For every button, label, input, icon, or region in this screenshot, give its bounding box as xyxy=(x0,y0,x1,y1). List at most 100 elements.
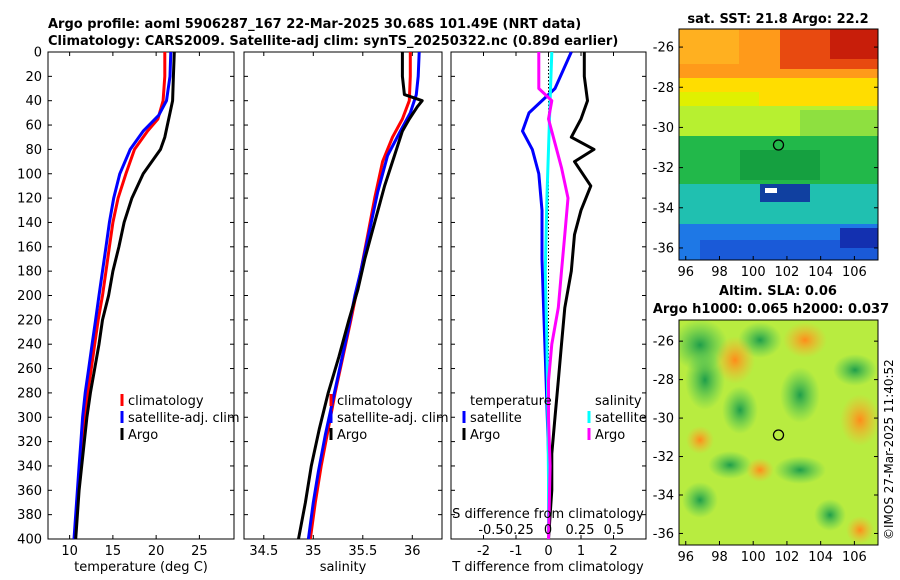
difference-top-xlabel: S difference from climatology xyxy=(452,507,644,522)
map-y-tick-label: -36 xyxy=(653,527,674,542)
map-x-tick-label: 100 xyxy=(741,550,766,565)
difference-lines xyxy=(521,51,596,540)
sla-map-panel: Altim. SLA: 0.06 Argo h1000: 0.065 h2000… xyxy=(653,284,889,565)
x-tick-label: 1 xyxy=(577,544,585,559)
x-tick-label: 34.5 xyxy=(249,544,278,559)
x-tick-label: 2 xyxy=(609,544,617,559)
x-tick-label: -1 xyxy=(510,544,523,559)
difference-legend-temperature: temperature satellite Argo xyxy=(462,394,552,443)
map-x-tick-label: 104 xyxy=(808,550,833,565)
map-y-tick-label: -36 xyxy=(653,241,674,256)
depth-tick-label: 180 xyxy=(17,265,42,280)
sst-map-ticks: 96 98 100 102 104 106 -26 -28 -30 -32 -34 -36 xyxy=(653,41,878,280)
depth-tick-label: 140 xyxy=(17,216,42,231)
figure-title-line2: Climatology: CARS2009. Satellite-adj cli… xyxy=(48,34,618,49)
salinity-lines xyxy=(297,51,424,540)
depth-tick-label: 320 xyxy=(17,435,42,450)
map-y-tick-label: -30 xyxy=(653,412,674,427)
salinity-diff-tick-label: -0.25 xyxy=(500,523,534,538)
salinity-difference-ticks: -0.5-0.25 0 0.25 0.5 xyxy=(478,523,624,538)
map-x-tick-label: 96 xyxy=(677,265,694,280)
legend-label-satellite-adj: satellite-adj. clim xyxy=(337,411,449,426)
map-x-tick-label: 102 xyxy=(775,550,800,565)
legend-label-climatology: climatology xyxy=(337,394,413,409)
legend-label-satellite-adj: satellite-adj. clim xyxy=(128,411,240,426)
difference-y-ticks xyxy=(451,51,646,540)
argo-position-marker xyxy=(772,429,785,441)
legend-label-t-satellite: satellite xyxy=(470,411,522,426)
map-x-tick-label: 102 xyxy=(775,265,800,280)
series-line-satellite-adj-clim xyxy=(72,51,173,540)
temperature-axes xyxy=(47,51,235,540)
depth-axis: 0 20 40 60 80 100 120 140 160 180 200 220 240 260 280 3… xyxy=(17,46,234,548)
depth-tick-label: 380 xyxy=(17,508,42,523)
depth-tick-label: 60 xyxy=(25,119,42,134)
depth-tick-label: 80 xyxy=(25,143,42,158)
depth-tick-label: 40 xyxy=(25,94,42,109)
depth-tick-label: 160 xyxy=(17,240,42,255)
sla-field xyxy=(679,320,878,545)
depth-tick-label: 240 xyxy=(17,338,42,353)
depth-tick-label: 280 xyxy=(17,386,42,401)
map-y-tick-label: -34 xyxy=(653,489,674,504)
difference-x-axis: -2 -1 0 1 2 xyxy=(477,52,618,559)
x-tick-label: -2 xyxy=(477,544,490,559)
x-tick-label: 25 xyxy=(191,544,208,559)
map-y-tick-label: -26 xyxy=(653,41,674,56)
map-x-tick-label: 104 xyxy=(808,265,833,280)
argo-position-marker xyxy=(772,139,785,151)
salinity-diff-tick-label: 0.25 xyxy=(566,523,595,538)
map-x-tick-label: 106 xyxy=(842,550,867,565)
x-tick-label: 15 xyxy=(105,544,122,559)
series-line-argo xyxy=(297,52,424,540)
map-x-tick-label: 100 xyxy=(741,265,766,280)
legend-label-argo: Argo xyxy=(337,428,367,443)
sla-map-title-line1: Altim. SLA: 0.06 xyxy=(719,284,837,299)
legend-label-argo: Argo xyxy=(128,428,158,443)
map-x-tick-label: 98 xyxy=(711,550,728,565)
legend-label-s-argo: Argo xyxy=(595,428,625,443)
x-tick-label: 35.5 xyxy=(348,544,377,559)
depth-tick-label: 220 xyxy=(17,313,42,328)
sst-map-title: sat. SST: 21.8 Argo: 22.2 xyxy=(687,12,868,27)
map-y-tick-label: -34 xyxy=(653,201,674,216)
temperature-x-axis: 10 15 20 25 xyxy=(61,52,208,559)
x-tick-label: 20 xyxy=(148,544,165,559)
map-y-tick-label: -28 xyxy=(653,373,674,388)
salinity-axes xyxy=(243,51,443,540)
depth-tick-label: 260 xyxy=(17,362,42,377)
sla-map-title-line2: Argo h1000: 0.065 h2000: 0.037 xyxy=(653,302,889,317)
temperature-panel: 0 20 40 60 80 100 120 140 160 180 200 220 240 260 280 3… xyxy=(17,46,239,576)
salinity-x-axis: 34.5 35 35.5 36 xyxy=(249,52,421,559)
difference-panel: -2 -1 0 1 2 T difference from climatology S … xyxy=(450,51,647,575)
temperature-lines xyxy=(72,51,176,540)
depth-tick-label: 360 xyxy=(17,484,42,499)
salinity-diff-tick-label: -0.5 xyxy=(478,523,503,538)
depth-tick-label: 300 xyxy=(17,411,42,426)
x-tick-label: 36 xyxy=(404,544,421,559)
series-line-s-argo xyxy=(537,52,570,540)
sst-map-panel: sat. SST: 21.8 Argo: 22.2 96 98 100 102 104 1… xyxy=(653,12,879,280)
map-y-tick-label: -26 xyxy=(653,335,674,350)
x-tick-label: 35 xyxy=(305,544,322,559)
depth-tick-label: 20 xyxy=(25,70,42,85)
depth-tick-label: 0 xyxy=(34,46,42,61)
depth-tick-label: 120 xyxy=(17,192,42,207)
depth-tick-label: 200 xyxy=(17,289,42,304)
legend-label-t-argo: Argo xyxy=(470,428,500,443)
sla-map-frame xyxy=(678,319,879,546)
legend-label-climatology: climatology xyxy=(128,394,204,409)
depth-tick-label: 100 xyxy=(17,167,42,182)
salinity-diff-tick-label: 0.5 xyxy=(604,523,625,538)
series-line-t-argo xyxy=(547,52,596,540)
legend-label-s-satellite: satellite xyxy=(595,411,647,426)
salinity-diff-tick-label: 0 xyxy=(544,523,552,538)
depth-tick-label: 400 xyxy=(17,533,42,548)
salinity-panel: 34.5 35 35.5 36 salinity climatology satell… xyxy=(243,51,449,575)
salinity-legend: climatology satellite-adj. clim Argo xyxy=(329,394,449,443)
copyright-timestamp: ©IMOS 27-Mar-2025 11:40:52 xyxy=(882,359,896,540)
difference-xlabel: T difference from climatology xyxy=(451,560,644,575)
map-y-tick-label: -30 xyxy=(653,121,674,136)
map-x-tick-label: 106 xyxy=(842,265,867,280)
